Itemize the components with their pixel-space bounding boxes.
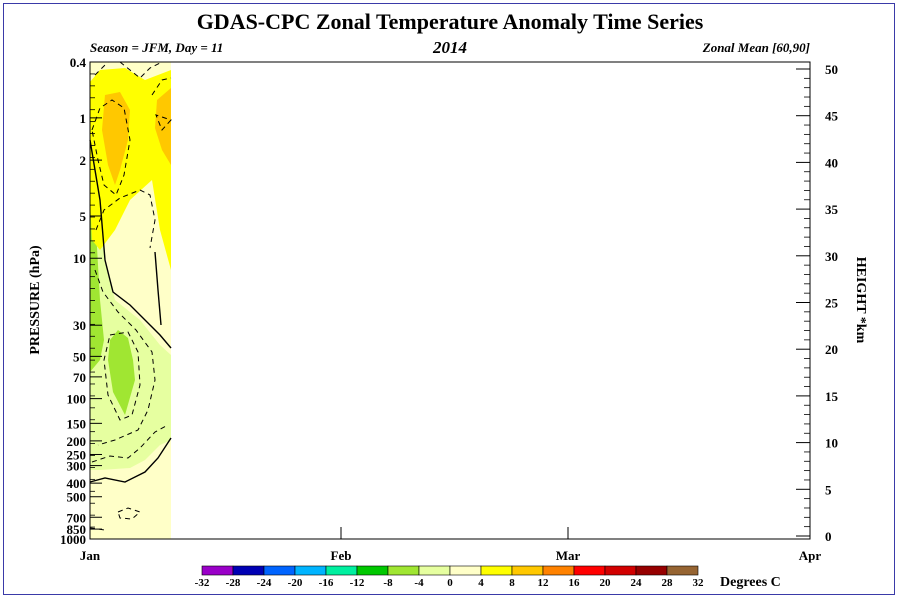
pressure-tick-label: 500 — [67, 490, 87, 505]
time-tick-label: Jan — [80, 548, 101, 563]
colorbar-swatch — [263, 565, 296, 576]
colorbar-swatch — [666, 565, 699, 576]
height-tick-label: 0 — [825, 529, 832, 544]
colorbar-level-label: -32 — [195, 577, 210, 589]
chart-title: GDAS-CPC Zonal Temperature Anomaly Time … — [197, 9, 704, 34]
colorbar-swatch — [418, 565, 451, 576]
pressure-tick-label: 50 — [73, 349, 86, 364]
anomaly-band-neg4-to-0 — [90, 140, 171, 470]
colorbar-swatch — [387, 565, 420, 576]
colorbar-level-label: 32 — [693, 577, 705, 589]
plot-area — [89, 61, 811, 540]
pressure-tick-label: 300 — [67, 459, 87, 474]
height-tick-label: 45 — [825, 109, 839, 124]
colorbar-swatch — [294, 565, 327, 576]
pressure-tick-label: 850 — [67, 522, 87, 537]
colorbar-level-label: 0 — [447, 577, 453, 589]
pressure-tick-label: 30 — [73, 318, 86, 333]
pressure-tick-label: 0.4 — [70, 55, 87, 70]
time-tick-label: Mar — [556, 548, 581, 563]
colorbar-level-label: -16 — [319, 577, 334, 589]
colorbar-level-label: -24 — [257, 577, 272, 589]
pressure-tick-label: 2 — [80, 153, 87, 168]
time-tick-label: Apr — [799, 548, 822, 563]
colorbar-level-label: -4 — [414, 577, 424, 589]
pressure-tick-label: 700 — [67, 510, 87, 525]
time-axis: Jan Feb Mar Apr — [80, 527, 822, 563]
colorbar-level-label: -12 — [350, 577, 365, 589]
height-tick-label: 25 — [825, 296, 839, 311]
colorbar-swatch — [635, 565, 668, 576]
time-tick-label: Feb — [331, 548, 352, 563]
contour-dash-8 — [89, 507, 141, 531]
colorbar-level-label: -20 — [288, 577, 303, 589]
pressure-tick-label: 1 — [80, 111, 87, 126]
zonal-mean-label: Zonal Mean [60,90] — [702, 40, 810, 55]
contour-dash-2 — [91, 99, 131, 196]
y-axis-label: PRESSURE (hPa) — [28, 245, 43, 355]
colorbar-swatch — [201, 565, 234, 576]
colorbar-level-label: 24 — [631, 577, 643, 589]
pressure-tick-label: 100 — [67, 392, 87, 407]
height-tick-label: 10 — [825, 436, 838, 451]
pressure-tick-label: 1000 — [60, 532, 86, 547]
anomaly-band-neg8-to-neg4-c — [90, 300, 103, 358]
colorbar-level-label: 16 — [569, 577, 581, 589]
colorbar-level-label: -28 — [226, 577, 241, 589]
figure-frame — [3, 3, 895, 595]
year-label: 2014 — [432, 38, 467, 57]
height-tick-label: 5 — [825, 482, 832, 497]
pressure-tick-label: 5 — [80, 209, 87, 224]
pressure-tick-label: 250 — [67, 447, 87, 462]
contour-zero-upper — [89, 139, 172, 349]
anomaly-band-8-to-12-b — [155, 88, 171, 165]
contour-zero-spike — [154, 251, 162, 326]
colorbar-swatch — [511, 565, 544, 576]
height-tick-label: 20 — [825, 342, 838, 357]
pressure-tick-label: 200 — [67, 434, 87, 449]
height-tick-label: 50 — [825, 62, 838, 77]
pressure-tick-label: 70 — [73, 370, 86, 385]
contour-dash-1 — [94, 61, 163, 79]
colorbar-unit-label: Degrees C — [720, 575, 781, 590]
anomaly-band-8-to-12-a — [102, 92, 130, 185]
contour-lines — [89, 61, 172, 531]
y2-axis-label: HEIGHT *km — [853, 257, 868, 344]
contour-dash-4 — [95, 189, 156, 249]
pressure-tick-label: 10 — [73, 251, 86, 266]
height-tick-label: 30 — [825, 249, 838, 264]
colorbar-swatch — [449, 565, 482, 576]
anomaly-band-neg8-to-neg4-b — [108, 330, 135, 415]
colorbar-level-label: -8 — [383, 577, 393, 589]
colorbar-swatch — [325, 565, 358, 576]
colorbar-swatch — [480, 565, 513, 576]
pressure-tick-label: 150 — [67, 416, 87, 431]
height-tick-label: 40 — [825, 155, 838, 170]
colorbar-level-label: 20 — [600, 577, 612, 589]
colorbar-level-label: 8 — [509, 577, 515, 589]
colorbar-swatch — [573, 565, 606, 576]
pressure-tick-label: 400 — [67, 476, 87, 491]
colorbar-level-label: 4 — [478, 577, 484, 589]
colorbar-swatch — [232, 565, 265, 576]
colorbar-swatch — [356, 565, 389, 576]
season-label: Season = JFM, Day = 11 — [90, 40, 223, 55]
colorbar-level-label: 28 — [662, 577, 674, 589]
plot-background — [90, 62, 810, 539]
contour-dash-3 — [151, 77, 172, 131]
colorbar-swatch — [542, 565, 575, 576]
colorbar-level-label: 12 — [538, 577, 550, 589]
colorbar-swatch — [604, 565, 637, 576]
height-tick-label: 15 — [825, 389, 839, 404]
colorbar: -32 -28 -24 -20 -16 -12 -8 -4 0 4 8 12 16 20 24 28 32 — [195, 565, 705, 589]
height-tick-label: 35 — [825, 202, 839, 217]
contour-zero-lower — [89, 437, 172, 483]
